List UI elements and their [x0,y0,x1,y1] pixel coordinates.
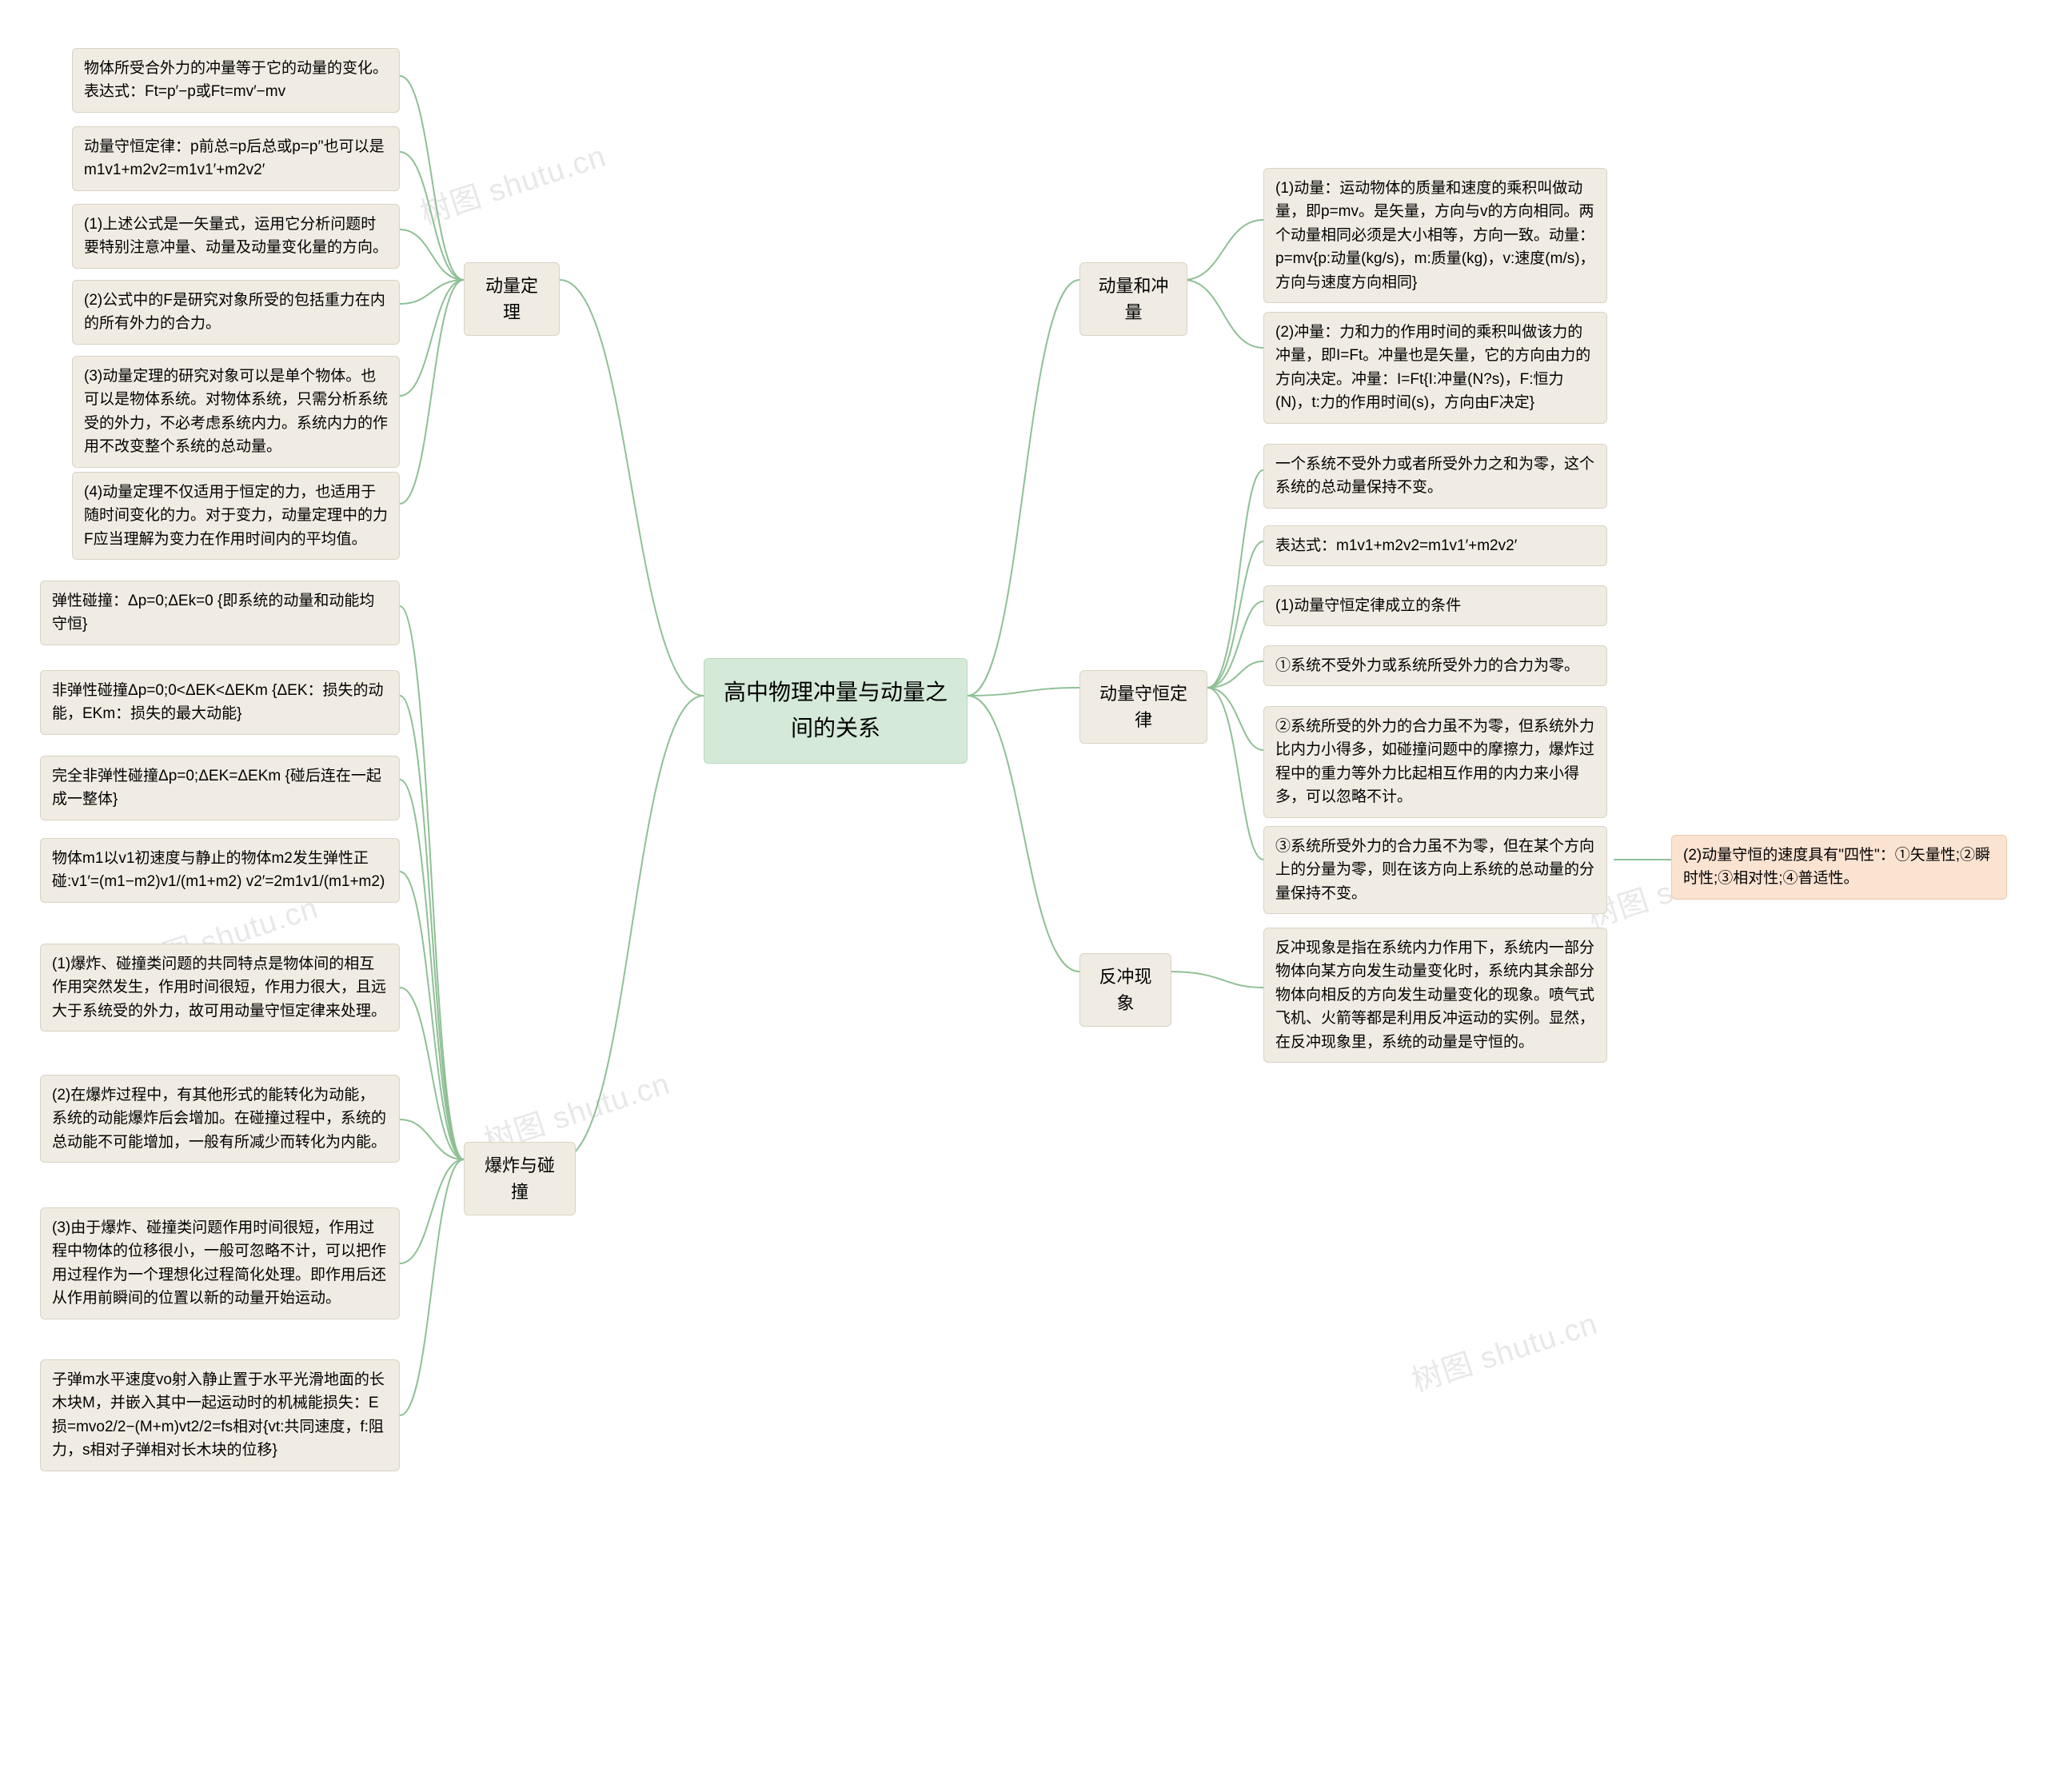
leaf-node: 物体m1以v1初速度与静止的物体m2发生弹性正碰:v1′=(m1−m2)v1/(… [40,838,400,903]
leaf-node: 一个系统不受外力或者所受外力之和为零，这个系统的总动量保持不变。 [1263,444,1607,509]
branch-recoil: 反冲现象 [1079,953,1171,1027]
leaf-node: (2)冲量：力和力的作用时间的乘积叫做该力的冲量，即I=Ft。冲量也是矢量，它的… [1263,312,1607,424]
leaf-node: (3)由于爆炸、碰撞类问题作用时间很短，作用过程中物体的位移很小，一般可忽略不计… [40,1207,400,1319]
leaf-node: (1)动量：运动物体的质量和速度的乘积叫做动量，即p=mv。是矢量，方向与v的方… [1263,168,1607,303]
watermark: 树图 shutu.cn [1405,1299,1602,1400]
leaf-node: (2)公式中的F是研究对象所受的包括重力在内的所有外力的合力。 [72,280,400,345]
leaf-node: 物体所受合外力的冲量等于它的动量的变化。表达式：Ft=p′−p或Ft=mv′−m… [72,48,400,113]
leaf-node: ③系统所受外力的合力虽不为零，但在某个方向上的分量为零，则在该方向上系统的总动量… [1263,826,1607,914]
watermark: 树图 shutu.cn [413,131,610,233]
leaf-node: ②系统所受的外力的合力虽不为零，但系统外力比内力小得多，如碰撞问题中的摩擦力，爆… [1263,706,1607,818]
leaf-node-grandchild: (2)动量守恒的速度具有"四性"：①矢量性;②瞬时性;③相对性;④普适性。 [1671,835,2007,900]
leaf-node: (4)动量定理不仅适用于恒定的力，也适用于随时间变化的力。对于变力，动量定理中的… [72,472,400,560]
leaf-node: (1)动量守恒定律成立的条件 [1263,585,1607,626]
branch-momentum-theorem: 动量定理 [464,262,560,336]
leaf-node: (2)在爆炸过程中，有其他形式的能转化为动能，系统的动能爆炸后会增加。在碰撞过程… [40,1075,400,1163]
branch-conservation-law: 动量守恒定律 [1079,670,1207,744]
leaf-node: 非弹性碰撞Δp=0;0<ΔEK<ΔEKm {ΔEK：损失的动能，EKm：损失的最… [40,670,400,735]
leaf-node: 动量守恒定律：p前总=p后总或p=p′'也可以是m1v1+m2v2=m1v1′+… [72,126,400,191]
leaf-node: 子弹m水平速度vo射入静止置于水平光滑地面的长木块M，并嵌入其中一起运动时的机械… [40,1359,400,1471]
root-node: 高中物理冲量与动量之间的关系 [704,658,968,764]
leaf-node: (1)上述公式是一矢量式，运用它分析问题时要特别注意冲量、动量及动量变化量的方向… [72,204,400,269]
leaf-node: 弹性碰撞：Δp=0;ΔEk=0 {即系统的动量和动能均守恒} [40,581,400,645]
leaf-node: ①系统不受外力或系统所受外力的合力为零。 [1263,645,1607,686]
leaf-node: (1)爆炸、碰撞类问题的共同特点是物体间的相互作用突然发生，作用时间很短，作用力… [40,944,400,1032]
leaf-node: 完全非弹性碰撞Δp=0;ΔEK=ΔEKm {碰后连在一起成一整体} [40,756,400,820]
branch-explosion-collision: 爆炸与碰撞 [464,1142,576,1215]
leaf-node: (3)动量定理的研究对象可以是单个物体。也可以是物体系统。对物体系统，只需分析系… [72,356,400,468]
leaf-node: 反冲现象是指在系统内力作用下，系统内一部分物体向某方向发生动量变化时，系统内其余… [1263,928,1607,1063]
branch-momentum-impulse: 动量和冲量 [1079,262,1187,336]
leaf-node: 表达式：m1v1+m2v2=m1v1′+m2v2′ [1263,525,1607,566]
